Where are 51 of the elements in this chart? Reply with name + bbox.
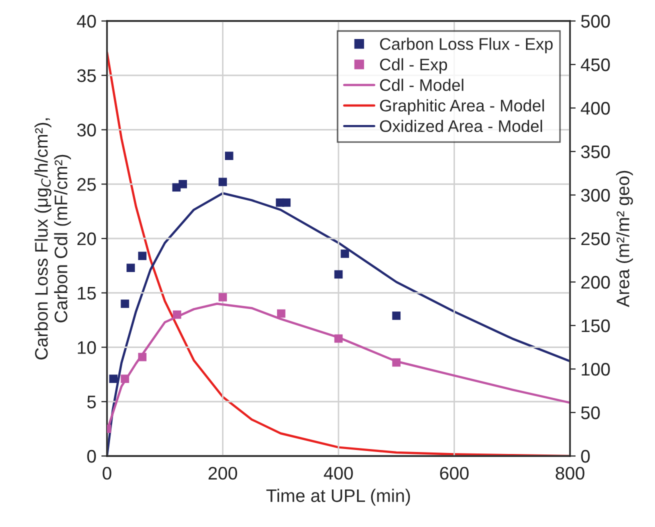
y2-tick-label: 300: [581, 188, 610, 202]
point: [138, 352, 146, 362]
x-tick-label: 400: [324, 466, 353, 480]
point: [282, 198, 291, 207]
x-tick-label: 600: [440, 466, 469, 480]
point: [224, 152, 234, 160]
point: [340, 250, 350, 258]
y-tick-label: 25: [77, 178, 96, 191]
y-tick-label: 30: [77, 124, 96, 136]
legend-label: Oxidized Area - Model: [380, 120, 542, 132]
legend-label: Cdl - Exp: [380, 58, 448, 74]
y-tick-label: 0: [87, 450, 96, 463]
y-axis-title: Carbon Loss Flux (μg$_{C}$/h/cm²), Carbon Cdl (mF/cm²): [34, 118, 71, 360]
point: [277, 309, 286, 318]
point: [172, 310, 182, 319]
y2-tick-label: 250: [581, 232, 610, 246]
x-tick-label: 0: [102, 466, 112, 480]
y-tick-label: 40: [76, 14, 96, 28]
x-tick-label: 200: [208, 466, 238, 480]
y-tick-label: 5: [87, 396, 96, 408]
legend-label: Carbon Loss Flux - Exp: [380, 38, 553, 54]
point: [120, 374, 130, 383]
y-tick-label: 15: [78, 286, 96, 300]
legend-label: Graphitic Area - Model: [380, 99, 544, 115]
point: [218, 178, 227, 186]
y2-tick-label: 450: [580, 58, 610, 72]
y2-tick-label: 0: [581, 450, 590, 463]
y2-tick-label: 50: [581, 406, 600, 420]
point: [178, 180, 187, 188]
point: [334, 270, 343, 279]
y2-tick-label: 200: [581, 276, 610, 289]
y2-tick-label: 500: [581, 14, 610, 28]
point: [109, 374, 118, 383]
point: [120, 300, 130, 308]
point: [392, 358, 401, 367]
y2-tick-label: 150: [582, 319, 610, 332]
y-tick-label: 35: [77, 69, 96, 82]
point: [392, 312, 401, 320]
y2-axis-title: Area (m²/m² geo): [616, 170, 633, 308]
y-tick-label: 10: [78, 341, 96, 354]
y2-tick-label: 350: [581, 145, 610, 158]
y2-tick-label: 400: [580, 102, 610, 115]
y2-tick-label: 100: [582, 362, 610, 376]
point: [334, 334, 343, 343]
point: [218, 293, 227, 302]
x-axis-title: Time at UPL (min): [266, 488, 410, 506]
point: [126, 264, 135, 272]
legend-label: Cdl - Model: [380, 78, 464, 91]
y-tick-label: 20: [77, 232, 96, 246]
point: [138, 252, 146, 260]
x-tick-label: 800: [556, 466, 584, 480]
